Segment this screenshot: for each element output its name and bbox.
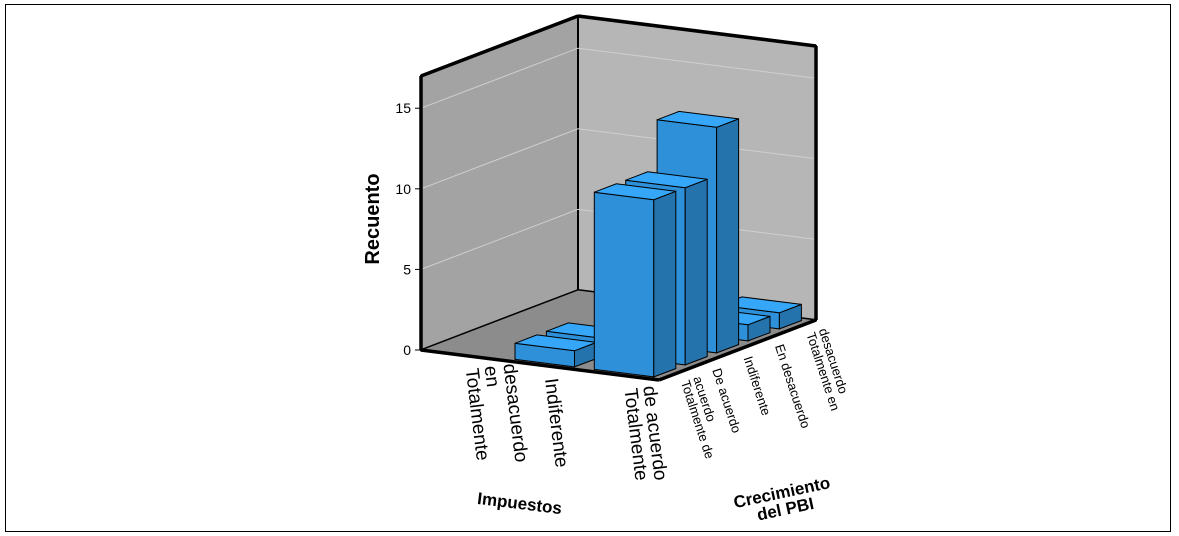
y-axis-title: Recuento [362, 173, 384, 264]
y-tick-label: 5 [403, 261, 411, 277]
bar-top [625, 171, 708, 189]
bar-side [684, 178, 708, 366]
x-category-label: Indiferente [540, 377, 572, 469]
gridline-15 [420, 47, 817, 109]
z-category-label: Indiferente [741, 354, 774, 417]
z-category-label: De acuerdo [709, 366, 744, 435]
bar-side [716, 118, 740, 354]
y-tick-label: 10 [395, 181, 411, 197]
top-back-edge [577, 14, 817, 48]
x-category-line: Indiferente [540, 377, 572, 469]
bar-top [656, 110, 739, 128]
bar [593, 183, 677, 378]
x-category-label: Totalmenteendesacuerdo [461, 362, 532, 468]
z-category-label: Totalmente endesacuerdo [803, 326, 855, 412]
x-category-line: en [480, 365, 503, 389]
bar [514, 334, 597, 368]
z-category-line: En desacuerdo [772, 342, 813, 430]
z-axis-line [658, 318, 817, 382]
z-category-line: Indiferente [741, 354, 774, 417]
bar-top [594, 183, 676, 201]
z-axis-title: Crecimientodel PBI [732, 473, 836, 529]
x-category-line: desacuerdo [498, 362, 531, 463]
y-tick-label: 15 [395, 100, 411, 116]
y-tick-label: 0 [403, 342, 411, 358]
z-category-label: En desacuerdo [772, 342, 813, 430]
top-left-edge [420, 14, 579, 78]
x-axis-title: Impuestos [476, 489, 563, 518]
chart-frame: 0 5 10 15 Totalmenteendesacuerdo Indiferente T… [5, 4, 1171, 532]
bar-front [593, 191, 655, 378]
x-category-label: Totalmentede acuerdo [619, 385, 670, 484]
x-axis-line [420, 348, 660, 382]
bar-side [653, 190, 677, 378]
z-category-line: De acuerdo [709, 366, 744, 435]
